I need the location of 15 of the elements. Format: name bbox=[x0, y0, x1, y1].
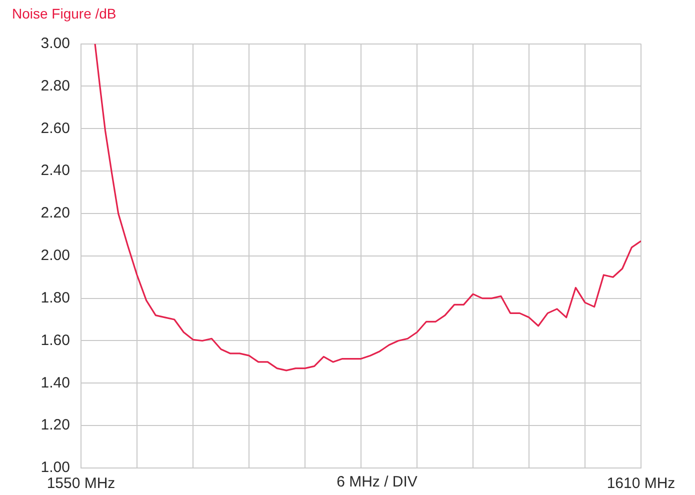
y-tick-label: 1.20 bbox=[40, 416, 70, 434]
x-tick-label: 1550 MHz bbox=[46, 475, 116, 492]
y-tick-label: 1.40 bbox=[40, 374, 70, 392]
y-tick-label: 2.40 bbox=[40, 162, 70, 180]
x-tick-label: 1610 MHz bbox=[606, 475, 676, 492]
y-tick-label: 1.60 bbox=[40, 332, 70, 349]
y-tick-label: 1.00 bbox=[40, 459, 70, 476]
y-tick-label: 2.60 bbox=[40, 120, 70, 137]
y-tick-label: 3.00 bbox=[40, 34, 70, 52]
y-tick-label: 1.80 bbox=[40, 289, 70, 306]
y-tick-label: 2.80 bbox=[40, 77, 70, 94]
y-axis-title: Noise Figure /dB bbox=[12, 5, 116, 22]
x-axis-title: 6 MHz / DIV bbox=[336, 474, 418, 491]
y-tick-label: 2.20 bbox=[40, 204, 70, 222]
y-tick-label: 2.00 bbox=[40, 247, 70, 264]
